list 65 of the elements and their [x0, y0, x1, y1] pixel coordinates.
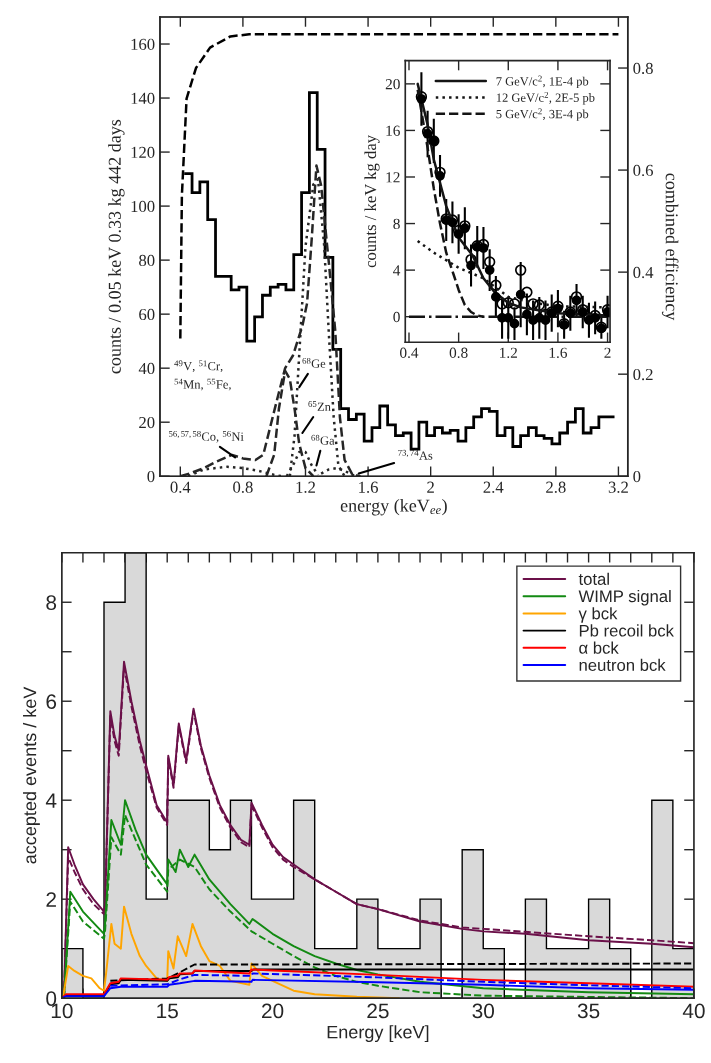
x-tick-label: 2.8 [546, 481, 566, 493]
legend-label: total [578, 572, 609, 585]
y2-tick-label: 0.4 [633, 266, 654, 279]
x-tick-label: 2 [427, 481, 434, 493]
y-tick-label: 16 [386, 125, 400, 136]
x-tick-label: 0.8 [449, 347, 468, 358]
annotation: $^{56,57,58}$Co, $^{56}$Ni [169, 430, 244, 443]
x-tick-label: 20 [262, 1003, 284, 1019]
legend-label: γ bck [578, 607, 618, 623]
y-tick-label: 4 [393, 265, 401, 276]
x-tick-label: 30 [472, 1003, 495, 1019]
y-tick-label: 20 [385, 79, 400, 90]
x-tick-label: 0.4 [170, 481, 191, 493]
x-tick-label: 2.4 [483, 481, 504, 493]
y-tick-label: 100 [131, 200, 155, 213]
y-tick-label: 0 [393, 311, 400, 323]
y-tick-label: 6 [46, 694, 57, 709]
y2-tick-label: 0.6 [633, 164, 654, 177]
x-tick-label: 40 [682, 1003, 705, 1019]
x-axis-title: Energy [keV] [327, 1025, 429, 1043]
y-axis-title: counts / keV kg day [364, 135, 380, 268]
annotation: $^{68}$Ge [302, 357, 326, 368]
x-axis-title: energy (keV$_{ee}$) [340, 498, 447, 516]
y-tick-label: 2 [46, 892, 56, 907]
annotation: $^{54}$Mn, $^{55}$Fe, [174, 378, 231, 391]
y2-axis-title: combined efficiency [661, 173, 679, 321]
y-tick-label: 4 [45, 793, 57, 808]
y-tick-label: 8 [46, 595, 57, 610]
annotation: $^{73,74}$As [398, 449, 433, 460]
x-tick-label: 35 [577, 1003, 600, 1019]
y2-tick-label: 0 [633, 470, 641, 483]
x-tick-label: 0.8 [233, 481, 253, 493]
x-tick-label: 1.6 [549, 347, 568, 358]
x-tick-label: 15 [157, 1003, 178, 1019]
legend-label: α bck [579, 641, 619, 654]
x-tick-label: 25 [367, 1003, 389, 1019]
annotation: $^{65}$Zn [308, 401, 331, 411]
y-tick-label: 20 [139, 416, 155, 429]
y2-tick-label: 0.2 [633, 368, 653, 381]
legend-label: 7 GeV/c$^{2}$, 1E-4 pb [496, 75, 589, 89]
legend-label: neutron bck [579, 658, 666, 672]
y-tick-label: 8 [393, 218, 400, 230]
x-tick-label: 1.2 [296, 481, 315, 493]
y-axis-title: accepted events / keV [23, 686, 40, 864]
y-tick-label: 120 [131, 146, 155, 159]
x-tick-label: 1.2 [500, 347, 517, 358]
y-tick-label: 0 [147, 470, 155, 483]
x-tick-label: 3.2 [608, 481, 628, 493]
y-tick-label: 12 [386, 172, 400, 183]
annotation: $^{68}$Ga [311, 434, 335, 445]
y-axis-title: counts / 0.05 keV 0.33 kg 442 days [108, 119, 125, 374]
y2-tick-label: 0.8 [633, 62, 653, 75]
y-tick-label: 80 [139, 254, 155, 267]
y-tick-label: 160 [131, 38, 155, 50]
legend-label: Pb recoil bck [579, 624, 674, 637]
legend-label: 5 GeV/c$^{2}$, 3E-4 pb [496, 108, 589, 121]
y-tick-label: 140 [131, 92, 155, 104]
y-tick-label: 60 [139, 308, 155, 321]
x-tick-label: 1.6 [359, 481, 378, 493]
legend-label: WIMP signal [578, 589, 671, 606]
x-tick-label: 0.4 [400, 347, 419, 358]
x-tick-label: 2 [604, 347, 611, 358]
legend-label: 12 GeV/c$^{2}$, 2E-5 pb [496, 91, 595, 105]
annotation: $^{49}$V, $^{51}$Cr, [174, 360, 223, 373]
y-tick-label: 40 [138, 362, 155, 375]
